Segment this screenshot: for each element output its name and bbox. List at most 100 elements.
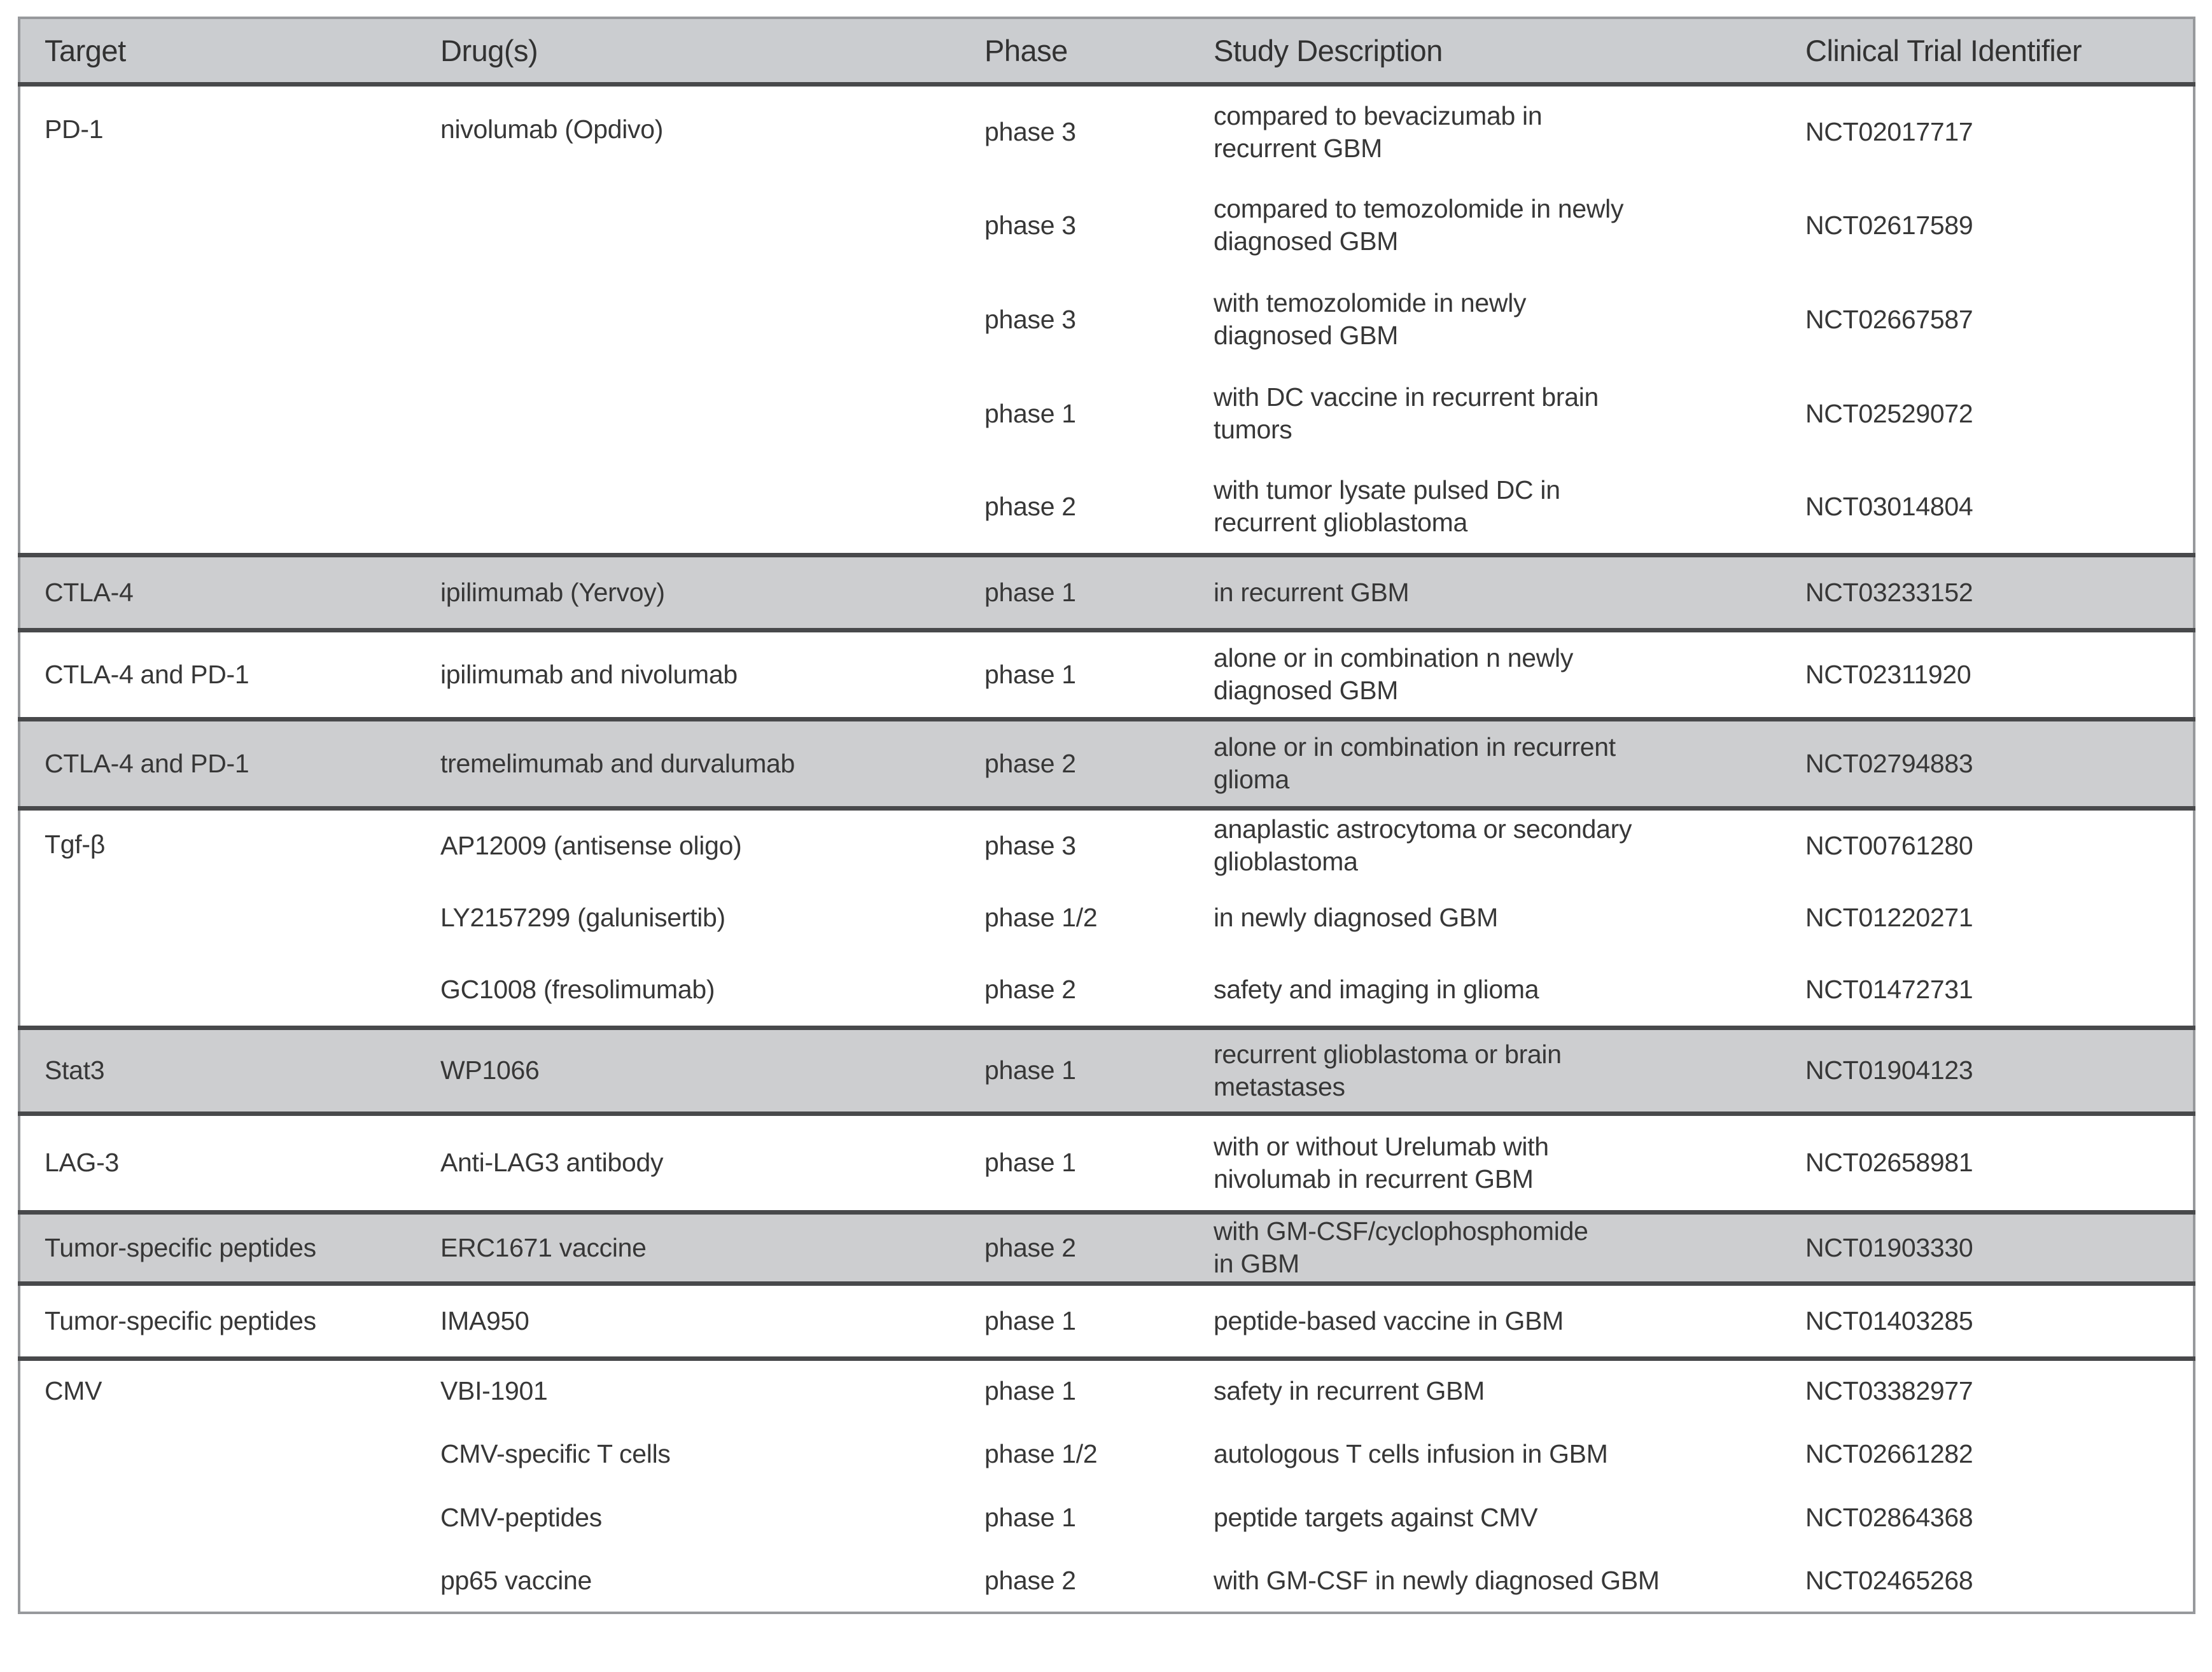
drug-cell: GC1008 (fresolimumab) — [440, 975, 715, 1005]
nct-cell: NCT01903330 — [1805, 1232, 1973, 1262]
nct-cell: NCT02667587 — [1805, 304, 1973, 334]
description-cell: with DC vaccine in recurrent brain tumor… — [1214, 382, 1599, 444]
table-row: CMV-peptides phase 1 peptide targets aga… — [19, 1486, 2194, 1549]
target-cell: Tumor-specific peptides — [45, 1306, 316, 1335]
nct-cell: NCT01472731 — [1805, 975, 1973, 1005]
table-row: phase 2 with tumor lysate pulsed DC in r… — [19, 461, 2194, 555]
target-cell: CTLA-4 and PD-1 — [45, 659, 249, 689]
phase-cell: phase 1 — [984, 398, 1076, 428]
description-cell: compared to bevacizumab in recurrent GBM — [1214, 101, 1543, 163]
table-row: CMV VBI-1901 phase 1 safety in recurrent… — [19, 1358, 2194, 1422]
target-cell: Tumor-specific peptides — [45, 1232, 316, 1262]
table-row: LY2157299 (galunisertib) phase 1/2 in ne… — [19, 881, 2194, 954]
group-cmv: CMV VBI-1901 phase 1 safety in recurrent… — [19, 1358, 2194, 1613]
group-tumor-specific-peptides-b: Tumor-specific peptides IMA950 phase 1 p… — [19, 1283, 2194, 1358]
group-ctla4-pd1-b: CTLA-4 and PD-1 tremelimumab and durvalu… — [19, 719, 2194, 808]
table-row: CTLA-4 and PD-1 tremelimumab and durvalu… — [19, 719, 2194, 808]
phase-cell: phase 2 — [984, 748, 1076, 778]
description-cell: autologous T cells infusion in GBM — [1214, 1439, 1608, 1468]
target-cell: LAG-3 — [45, 1148, 119, 1177]
drug-cell: nivolumab (Opdivo) — [440, 114, 664, 144]
nct-cell: NCT02864368 — [1805, 1502, 1973, 1532]
header-row: Target Drug(s) Phase Study Description C… — [19, 18, 2194, 84]
drug-cell: ERC1671 vaccine — [440, 1232, 647, 1262]
group-pd1: PD-1 nivolumab (Opdivo) phase 3 compared… — [19, 84, 2194, 555]
table-row: PD-1 nivolumab (Opdivo) phase 3 compared… — [19, 84, 2194, 178]
description-cell: with tumor lysate pulsed DC in recurrent… — [1214, 475, 1560, 538]
target-cell: Stat3 — [45, 1055, 105, 1085]
target-cell: CTLA-4 and PD-1 — [45, 748, 249, 778]
nct-cell: NCT01403285 — [1805, 1306, 1973, 1335]
description-cell: with temozolomide in newly diagnosed GBM — [1214, 288, 1527, 350]
target-cell: PD-1 — [45, 114, 104, 144]
drug-cell: CMV-specific T cells — [440, 1439, 671, 1468]
table-row: LAG-3 Anti-LAG3 antibody phase 1 with or… — [19, 1113, 2194, 1212]
nct-cell: NCT02465268 — [1805, 1565, 1973, 1595]
table-row: phase 3 compared to temozolomide in newl… — [19, 178, 2194, 272]
phase-cell: phase 1 — [984, 1306, 1076, 1335]
drug-cell: VBI-1901 — [440, 1376, 548, 1406]
drug-cell: CMV-peptides — [440, 1502, 602, 1532]
nct-cell: NCT01220271 — [1805, 903, 1973, 932]
group-ctla4: CTLA-4 ipilimumab (Yervoy) phase 1 in re… — [19, 555, 2194, 630]
phase-cell: phase 2 — [984, 1565, 1076, 1595]
group-stat3: Stat3 WP1066 phase 1 recurrent glioblast… — [19, 1028, 2194, 1113]
nct-cell: NCT02661282 — [1805, 1439, 1973, 1468]
description-cell: in newly diagnosed GBM — [1214, 903, 1498, 932]
phase-cell: phase 2 — [984, 491, 1076, 521]
group-tgf-beta: Tgf-β AP12009 (antisense oligo) phase 3 … — [19, 808, 2194, 1028]
column-header-target: Target — [19, 18, 440, 84]
nct-cell: NCT03382977 — [1805, 1376, 1973, 1406]
table-row: phase 1 with DC vaccine in recurrent bra… — [19, 366, 2194, 461]
phase-cell: phase 1 — [984, 1502, 1076, 1532]
description-cell: compared to temozolomide in newly diagno… — [1214, 194, 1624, 256]
phase-cell: phase 3 — [984, 117, 1076, 147]
drug-cell: Anti-LAG3 antibody — [440, 1148, 664, 1177]
column-header-description: Study Description — [1214, 18, 1805, 84]
clinical-trials-table: Target Drug(s) Phase Study Description C… — [18, 17, 2195, 1614]
target-cell: Tgf-β — [45, 829, 105, 859]
nct-cell: NCT02311920 — [1805, 659, 1971, 689]
description-cell: safety and imaging in glioma — [1214, 975, 1539, 1005]
group-ctla4-pd1-a: CTLA-4 and PD-1 ipilimumab and nivolumab… — [19, 630, 2194, 719]
phase-cell: phase 3 — [984, 210, 1076, 240]
table-row: CTLA-4 ipilimumab (Yervoy) phase 1 in re… — [19, 555, 2194, 630]
group-lag3: LAG-3 Anti-LAG3 antibody phase 1 with or… — [19, 1113, 2194, 1212]
drug-cell: WP1066 — [440, 1055, 540, 1085]
description-cell: anaplastic astrocytoma or secondary glio… — [1214, 814, 1632, 877]
drug-cell: AP12009 (antisense oligo) — [440, 830, 742, 860]
phase-cell: phase 1 — [984, 577, 1076, 607]
description-cell: peptide targets against CMV — [1214, 1502, 1538, 1532]
column-header-phase: Phase — [984, 18, 1214, 84]
drug-cell: IMA950 — [440, 1306, 529, 1335]
description-cell: with GM-CSF in newly diagnosed GBM — [1214, 1565, 1660, 1595]
table-row: Stat3 WP1066 phase 1 recurrent glioblast… — [19, 1028, 2194, 1113]
target-cell: CMV — [45, 1376, 102, 1405]
phase-cell: phase 3 — [984, 830, 1076, 860]
phase-cell: phase 1 — [984, 659, 1076, 689]
table-row: CTLA-4 and PD-1 ipilimumab and nivolumab… — [19, 630, 2194, 719]
description-cell: alone or in combination in recurrent gli… — [1214, 732, 1616, 794]
table-row: pp65 vaccine phase 2 with GM-CSF in newl… — [19, 1549, 2194, 1613]
phase-cell: phase 1/2 — [984, 903, 1098, 932]
phase-cell: phase 1/2 — [984, 1439, 1098, 1468]
description-cell: with or without Urelumab with nivolumab … — [1214, 1131, 1549, 1194]
table-row: phase 3 with temozolomide in newly diagn… — [19, 272, 2194, 366]
phase-cell: phase 1 — [984, 1376, 1076, 1406]
nct-cell: NCT03014804 — [1805, 491, 1973, 521]
nct-cell: NCT01904123 — [1805, 1055, 1973, 1085]
drug-cell: tremelimumab and durvalumab — [440, 748, 795, 778]
drug-cell: LY2157299 (galunisertib) — [440, 903, 725, 932]
table-row: Tumor-specific peptides ERC1671 vaccine … — [19, 1212, 2194, 1283]
drug-cell: ipilimumab (Yervoy) — [440, 577, 665, 607]
table-row: GC1008 (fresolimumab) phase 2 safety and… — [19, 954, 2194, 1028]
phase-cell: phase 1 — [984, 1055, 1076, 1085]
group-tumor-specific-peptides-a: Tumor-specific peptides ERC1671 vaccine … — [19, 1212, 2194, 1283]
description-cell: peptide-based vaccine in GBM — [1214, 1306, 1564, 1335]
nct-cell: NCT02794883 — [1805, 748, 1973, 778]
description-cell: safety in recurrent GBM — [1214, 1376, 1485, 1406]
target-cell: CTLA-4 — [45, 577, 134, 607]
description-cell: recurrent glioblastoma or brain metastas… — [1214, 1039, 1562, 1101]
drug-cell: ipilimumab and nivolumab — [440, 659, 738, 689]
nct-cell: NCT02617589 — [1805, 210, 1973, 240]
